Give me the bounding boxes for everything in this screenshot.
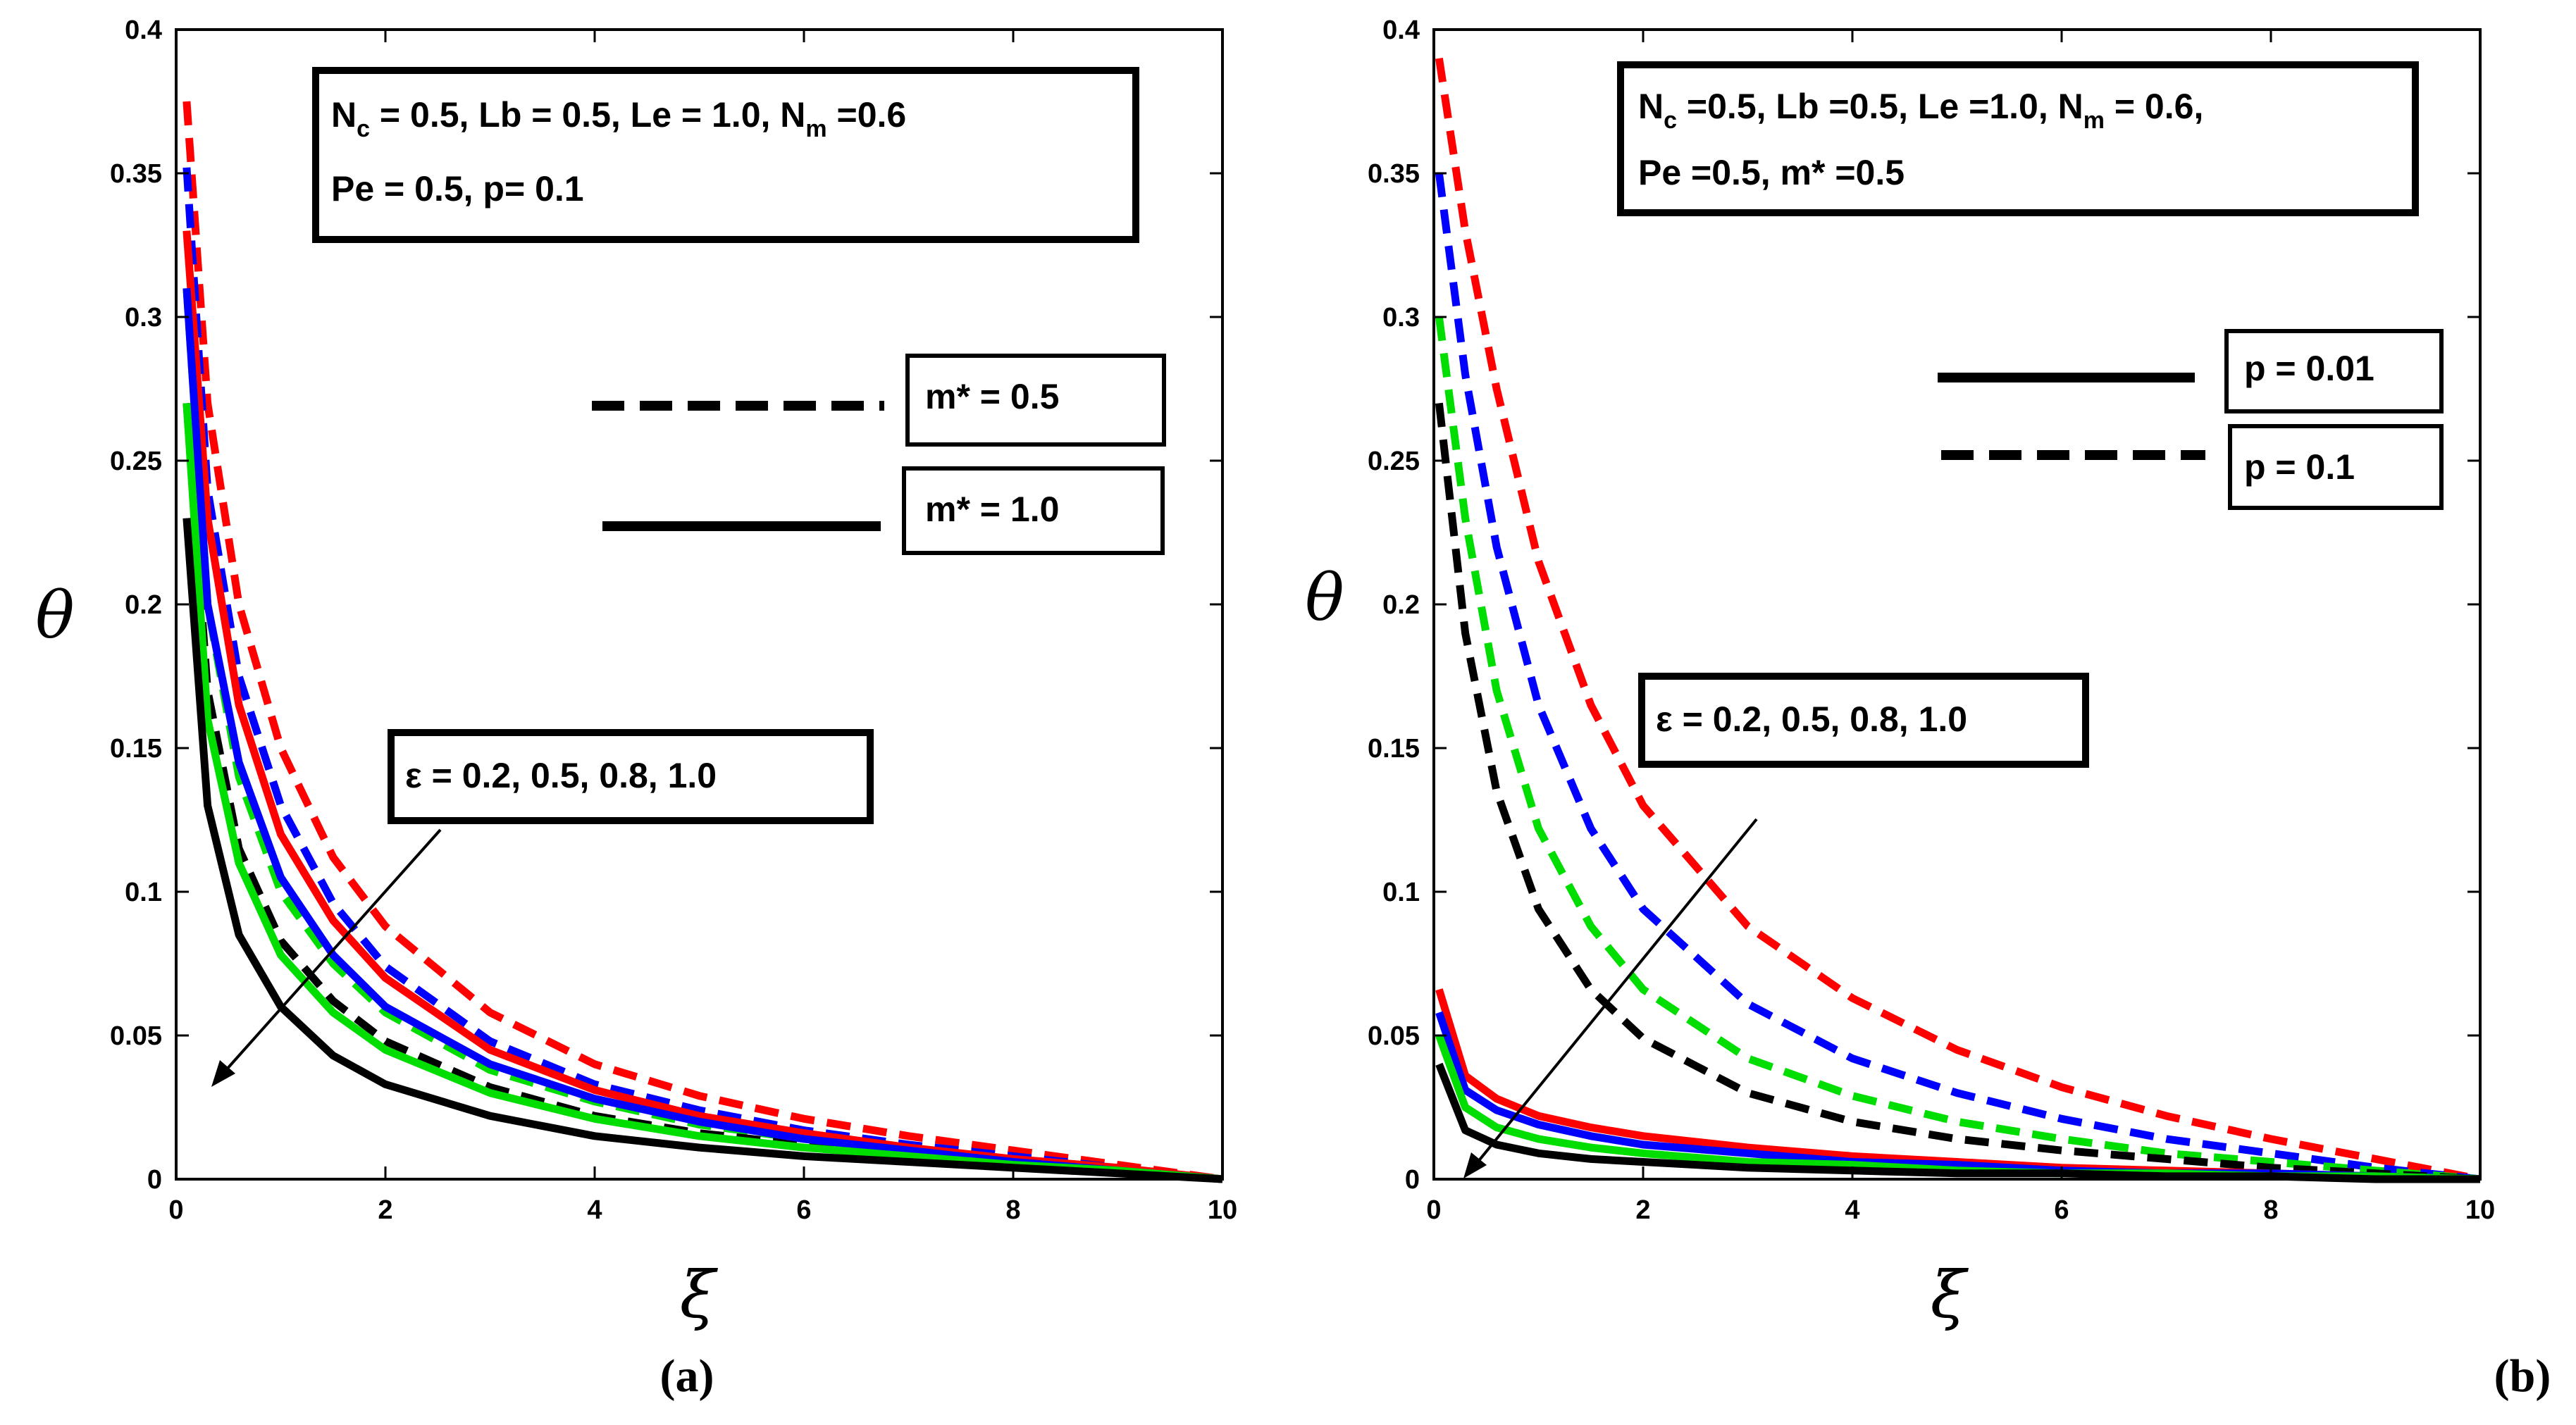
- series-line-dashed-2: [182, 167, 1223, 1183]
- series-line-dashed-1: [1435, 57, 2482, 1183]
- param-sub-c: c: [1664, 107, 1677, 134]
- annotation-box-frame-b: [1638, 673, 2089, 768]
- annotation-text-b: ε = 0.2, 0.5, 0.8, 1.0: [1656, 699, 1967, 739]
- series-line-solid-8: [182, 518, 1223, 1183]
- y-tick-label: 0.4: [125, 15, 162, 45]
- series-line-dashed-1: [182, 101, 1223, 1183]
- y-tick-label: 0.35: [110, 159, 162, 189]
- param-box-b: Nc =0.5, Lb =0.5, Le =1.0, Nm = 0.6, Pe …: [1617, 61, 2419, 216]
- y-tick-label: 0.25: [110, 447, 162, 476]
- annotation-b: ε = 0.2, 0.5, 0.8, 1.0: [1463, 673, 2089, 1178]
- x-tick-label: 0: [168, 1195, 183, 1225]
- param-text: = 0.6,: [2105, 87, 2203, 126]
- y-tick-label: 0.05: [1368, 1021, 1420, 1051]
- y-tick-labels-a: 0 0.05 0.1 0.15 0.2 0.25 0.3 0.35 0.4: [110, 15, 162, 1195]
- legend-label-a2: m* = 1.0: [925, 490, 1059, 529]
- y-tick-label: 0.2: [125, 590, 162, 620]
- y-tick-label: 0: [147, 1165, 162, 1195]
- x-tick-label: 10: [2465, 1195, 2495, 1225]
- y-axis-label-b: θ: [1305, 560, 1344, 635]
- legend-box-frame-b1: [2224, 329, 2444, 413]
- annotation-arrowhead-a: [211, 1060, 235, 1087]
- y-tick-label: 0.1: [125, 878, 162, 907]
- legend-label-b2: p = 0.1: [2244, 447, 2355, 487]
- param-sub-c: c: [357, 116, 370, 142]
- panel-b: 0 0.05 0.1 0.15 0.2 0.25 0.3 0.35 0.4 0 …: [1305, 15, 2551, 1402]
- x-tick-label: 2: [378, 1195, 392, 1225]
- y-tick-label: 0.3: [1382, 303, 1420, 332]
- legend-box-frame-a1: [905, 354, 1166, 447]
- legend-box-frame-a2: [902, 466, 1165, 555]
- annotation-a: ε = 0.2, 0.5, 0.8, 1.0: [211, 729, 874, 1087]
- x-tick-label: 6: [2054, 1195, 2069, 1225]
- x-tick-labels-b: 0 2 4 6 8 10: [1426, 1195, 2495, 1225]
- x-tick-label: 4: [1845, 1195, 1859, 1225]
- x-tick-label: 0: [1426, 1195, 1441, 1225]
- annotation-arrowhead-b: [1463, 1152, 1487, 1178]
- panel-label-b: (b): [2494, 1350, 2551, 1402]
- x-tick-labels-a: 0 2 4 6 8 10: [168, 1195, 1237, 1225]
- param-sub-m: m: [805, 116, 826, 142]
- annotation-arrow-b: [1476, 818, 1758, 1164]
- x-tick-label: 10: [1208, 1195, 1237, 1225]
- param-box-frame-a: [312, 67, 1139, 243]
- series-line-dashed-2: [1435, 173, 2481, 1183]
- annotation-arrow-a: [224, 828, 442, 1072]
- series-line-dashed-3: [1435, 316, 2481, 1183]
- param-box-a: Nc = 0.5, Lb = 0.5, Le = 1.0, Nm =0.6 Pe…: [312, 67, 1139, 243]
- y-tick-label: 0: [1405, 1165, 1420, 1195]
- series-line-dashed-4: [1435, 402, 2481, 1183]
- param-text: =0.5, Lb =0.5, Le =1.0, N: [1677, 87, 2083, 126]
- y-tick-label: 0.35: [1368, 159, 1420, 189]
- legend-box-frame-b2: [2228, 424, 2444, 510]
- param-box-frame-b: [1617, 61, 2419, 216]
- x-tick-label: 4: [587, 1195, 602, 1225]
- annotation-box-frame-a: [388, 729, 874, 824]
- ticks-b: [1432, 28, 2482, 1181]
- y-tick-label: 0.15: [110, 734, 162, 764]
- y-tick-label: 0.1: [1382, 878, 1420, 907]
- series-line-solid-8: [1435, 1062, 2480, 1183]
- ticks-a: [175, 28, 1224, 1181]
- legend-a: m* = 0.5 m* = 1.0: [592, 354, 1166, 555]
- y-tick-label: 0.05: [110, 1021, 162, 1051]
- annotation-text-a: ε = 0.2, 0.5, 0.8, 1.0: [405, 756, 717, 795]
- y-tick-label: 0.25: [1368, 447, 1420, 476]
- x-axis-label-b: ξ: [1931, 1257, 1969, 1333]
- y-tick-label: 0.15: [1368, 734, 1420, 764]
- panel-a: 0 0.05 0.1 0.15 0.2 0.25 0.3 0.35 0.4 0 …: [35, 15, 1237, 1402]
- param-line-2-a: Pe = 0.5, p= 0.1: [331, 169, 584, 209]
- series-layer-b: [1435, 57, 2482, 1183]
- legend-label-a1: m* = 0.5: [925, 377, 1059, 416]
- legend-label-b1: p = 0.01: [2244, 349, 2374, 388]
- x-axis-label-a: ξ: [680, 1257, 719, 1333]
- x-tick-label: 6: [796, 1195, 811, 1225]
- y-tick-label: 0.4: [1382, 15, 1420, 45]
- y-tick-label: 0.3: [125, 303, 162, 332]
- panel-label-a: (a): [660, 1350, 714, 1402]
- param-text: =0.6: [827, 95, 907, 135]
- series-layer-a: [182, 101, 1223, 1183]
- y-axis-label-a: θ: [35, 578, 74, 653]
- x-tick-label: 8: [1005, 1195, 1020, 1225]
- x-tick-label: 2: [1635, 1195, 1650, 1225]
- param-text: = 0.5, Lb = 0.5, Le = 1.0, N: [370, 95, 805, 135]
- param-sub-m: m: [2083, 107, 2105, 134]
- legend-b: p = 0.01 p = 0.1: [1938, 329, 2444, 510]
- x-tick-label: 8: [2263, 1195, 2278, 1225]
- param-line-1-b: Nc =0.5, Lb =0.5, Le =1.0, Nm = 0.6,: [1638, 87, 2203, 134]
- y-tick-label: 0.2: [1382, 590, 1420, 620]
- y-tick-labels-b: 0 0.05 0.1 0.15 0.2 0.25 0.3 0.35 0.4: [1368, 15, 1420, 1195]
- param-line-2-b: Pe =0.5, m* =0.5: [1638, 153, 1905, 192]
